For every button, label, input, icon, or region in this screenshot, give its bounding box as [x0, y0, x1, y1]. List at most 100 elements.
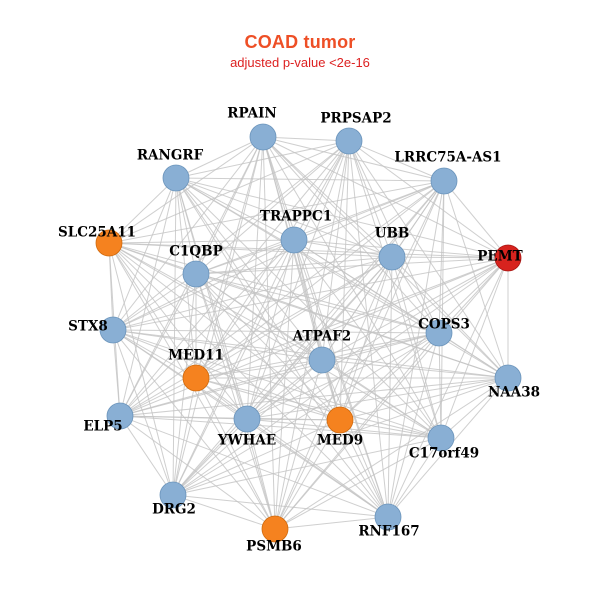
- network-edge: [175, 177, 295, 241]
- network-node-label-rnf167: RNF167: [358, 524, 419, 540]
- network-node-atpaf2: [308, 346, 336, 374]
- network-edge: [348, 140, 393, 258]
- network-node-label-psmb6: PSMB6: [246, 539, 302, 555]
- network-node-rnf167: [374, 503, 402, 531]
- network-node-label-ubb: UBB: [375, 226, 410, 242]
- network-node-label-ywhae: YWHAE: [217, 433, 276, 449]
- network-edge: [175, 136, 264, 179]
- network-edge: [262, 136, 350, 142]
- network-edge: [339, 419, 389, 518]
- network-edge: [112, 329, 440, 334]
- network-edge: [339, 257, 509, 421]
- network-node-label-drg2: DRG2: [152, 502, 196, 518]
- network-edge: [321, 256, 393, 361]
- network-edge: [112, 273, 197, 331]
- network-edge: [195, 273, 248, 420]
- network-edge: [108, 242, 174, 496]
- network-edge: [387, 332, 440, 518]
- network-node-cops3: [425, 319, 453, 347]
- network-edge: [108, 180, 445, 244]
- network-edge: [112, 329, 276, 530]
- network-edge: [438, 332, 442, 439]
- network-node-label-trappc1: TRAPPC1: [260, 209, 332, 225]
- network-edge: [246, 257, 509, 420]
- network-edge: [293, 239, 393, 258]
- network-edge: [262, 136, 509, 259]
- network-edge: [112, 329, 174, 496]
- network-edge: [274, 437, 442, 530]
- network-edge: [119, 239, 295, 417]
- network-edge: [172, 177, 177, 496]
- network-edge: [195, 257, 509, 379]
- nodes-layer: [95, 123, 522, 543]
- network-edge: [119, 180, 445, 417]
- network-node-prpsap2: [335, 127, 363, 155]
- network-edge: [440, 377, 509, 439]
- network-edge: [175, 177, 393, 258]
- network-node-rangrf: [162, 164, 190, 192]
- network-edge: [246, 377, 509, 420]
- network-edge: [172, 256, 393, 496]
- network-edge: [175, 177, 509, 379]
- network-edge: [348, 140, 445, 182]
- network-node-label-med9: MED9: [317, 433, 363, 449]
- network-edge: [391, 256, 442, 439]
- labels-layer: RPAIN PRPSAP2 RANGRF LRRC75A-AS1 SLC25A11 TRA…: [58, 106, 540, 555]
- network-edge: [172, 418, 248, 496]
- network-edge: [175, 177, 341, 421]
- network-edge: [339, 332, 440, 421]
- network-node-label-pemt: PEMT: [477, 249, 522, 265]
- network-edge: [108, 242, 442, 439]
- network-node-label-naa38: NAA38: [488, 385, 540, 401]
- network-edge: [321, 257, 509, 361]
- network-node-med11: [182, 364, 210, 392]
- network-edge: [246, 332, 440, 420]
- network-edge: [175, 177, 197, 275]
- network-edge: [246, 140, 350, 420]
- network-edge: [175, 177, 276, 530]
- network-edge: [175, 140, 350, 179]
- network-edge: [175, 177, 389, 518]
- network-edge: [172, 136, 264, 496]
- network-edge: [119, 415, 389, 518]
- network-edge: [172, 437, 442, 496]
- network-edge: [438, 257, 509, 334]
- network-edge: [108, 239, 295, 244]
- network-edge: [172, 494, 389, 518]
- network-edge: [274, 239, 295, 530]
- network-node-label-rangrf: RANGRF: [137, 148, 204, 164]
- network-edge: [108, 177, 177, 244]
- network-node-elp5: [106, 402, 134, 430]
- network-edge: [108, 140, 350, 244]
- network-edge: [246, 418, 341, 421]
- network-edge: [391, 256, 440, 334]
- network-node-label-c17orf49: C17orf49: [409, 446, 479, 462]
- network-edge: [119, 415, 442, 439]
- network-node-label-elp5: ELP5: [83, 419, 122, 435]
- network-edge: [339, 180, 445, 421]
- network-edge: [274, 516, 389, 530]
- network-edge: [195, 273, 276, 530]
- network-edge: [246, 418, 276, 530]
- network-edge: [172, 257, 509, 496]
- network-edge: [262, 136, 393, 258]
- network-edge: [387, 437, 442, 518]
- network-edge: [172, 494, 276, 530]
- network-edge: [112, 329, 197, 379]
- network-node-drg2: [159, 481, 187, 509]
- network-edge: [387, 180, 445, 518]
- network-edge: [246, 418, 389, 518]
- network-edge: [387, 256, 393, 518]
- network-node-label-stx8: STX8: [68, 319, 108, 335]
- network-edge: [293, 239, 442, 439]
- network-edge: [172, 332, 440, 496]
- network-node-ubb: [378, 243, 406, 271]
- network-node-ywhae: [233, 405, 261, 433]
- network-edge: [274, 359, 323, 530]
- network-edge: [195, 273, 341, 421]
- network-edge: [262, 136, 445, 182]
- network-edge: [321, 359, 389, 518]
- network-edge: [274, 377, 509, 530]
- network-edge: [112, 177, 177, 331]
- edges-layer: [108, 136, 509, 530]
